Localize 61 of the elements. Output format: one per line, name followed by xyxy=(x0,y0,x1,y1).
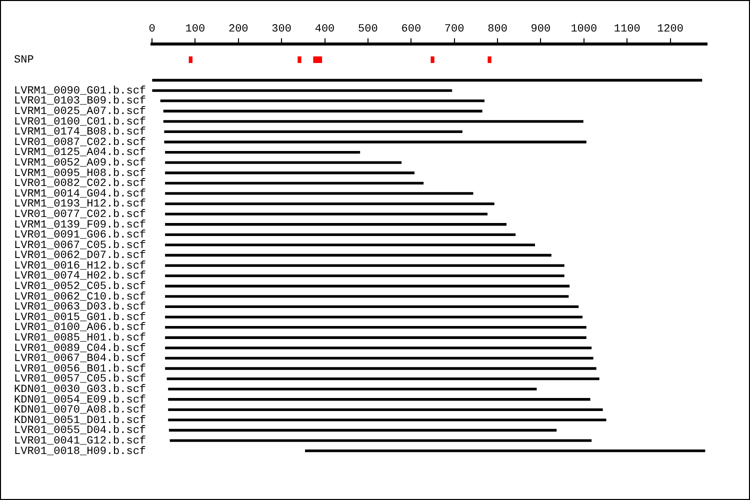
bar xyxy=(163,110,482,112)
bar xyxy=(165,346,592,350)
bar xyxy=(165,150,360,154)
x-tick-label: 200 xyxy=(228,24,248,36)
bar xyxy=(165,233,516,236)
x-tick-label: 300 xyxy=(272,24,292,36)
x-tick-label: 700 xyxy=(444,24,464,36)
bar xyxy=(165,212,488,216)
bar xyxy=(165,305,579,308)
bar xyxy=(165,356,594,360)
bar xyxy=(298,56,302,63)
bar xyxy=(168,408,603,412)
bar xyxy=(165,336,586,339)
bar xyxy=(188,56,192,63)
bar xyxy=(165,264,564,267)
x-tick-label: 900 xyxy=(530,24,551,36)
x-tick-label: 1200 xyxy=(657,24,684,36)
bar xyxy=(160,99,484,102)
y-tick-label: LVR01_0077_C02.b.scf xyxy=(14,208,146,221)
bar xyxy=(165,326,586,329)
bar xyxy=(165,172,414,174)
x-tick-label: 100 xyxy=(185,24,206,36)
bar xyxy=(165,244,535,246)
x-tick-label: 600 xyxy=(401,24,422,36)
bar xyxy=(313,56,322,63)
y-tick-label: KDN01_0030_G03.b.scf xyxy=(14,384,146,396)
bar xyxy=(165,295,569,298)
bar xyxy=(152,78,702,82)
y-tick-label: LVR01_0041_G12.b.scf xyxy=(14,435,146,448)
bar xyxy=(163,120,584,123)
x-tick-label: 1100 xyxy=(614,24,640,36)
bar xyxy=(164,130,462,134)
x-tick-label: 800 xyxy=(488,24,508,36)
bar xyxy=(166,377,600,380)
bar xyxy=(168,418,606,422)
bar xyxy=(165,192,474,195)
bar xyxy=(170,439,592,442)
x-tick-label: 500 xyxy=(358,24,378,36)
bar xyxy=(168,428,557,432)
bar xyxy=(164,140,586,144)
y-tick-label: SNP xyxy=(14,54,34,67)
bar xyxy=(165,274,564,278)
x-tick-label: 0 xyxy=(148,24,156,36)
bar xyxy=(152,89,452,92)
bar xyxy=(165,202,494,206)
bar xyxy=(165,254,552,257)
bar xyxy=(168,398,590,401)
x-tick-label: 1000 xyxy=(570,24,598,36)
bar xyxy=(165,223,506,226)
bar xyxy=(168,388,537,390)
y-tick-label: LVRM1_0052_A09.b.scf xyxy=(14,158,146,170)
bar xyxy=(165,161,402,164)
bar xyxy=(430,56,434,63)
bar xyxy=(488,56,492,63)
bar xyxy=(165,367,596,370)
bar xyxy=(165,316,583,318)
x-tick-label: 400 xyxy=(314,24,335,36)
bar xyxy=(165,284,570,288)
bar xyxy=(304,450,706,452)
bar xyxy=(165,182,424,185)
y-tick-label: LVR01_0018_H09.b.scf xyxy=(14,446,146,458)
